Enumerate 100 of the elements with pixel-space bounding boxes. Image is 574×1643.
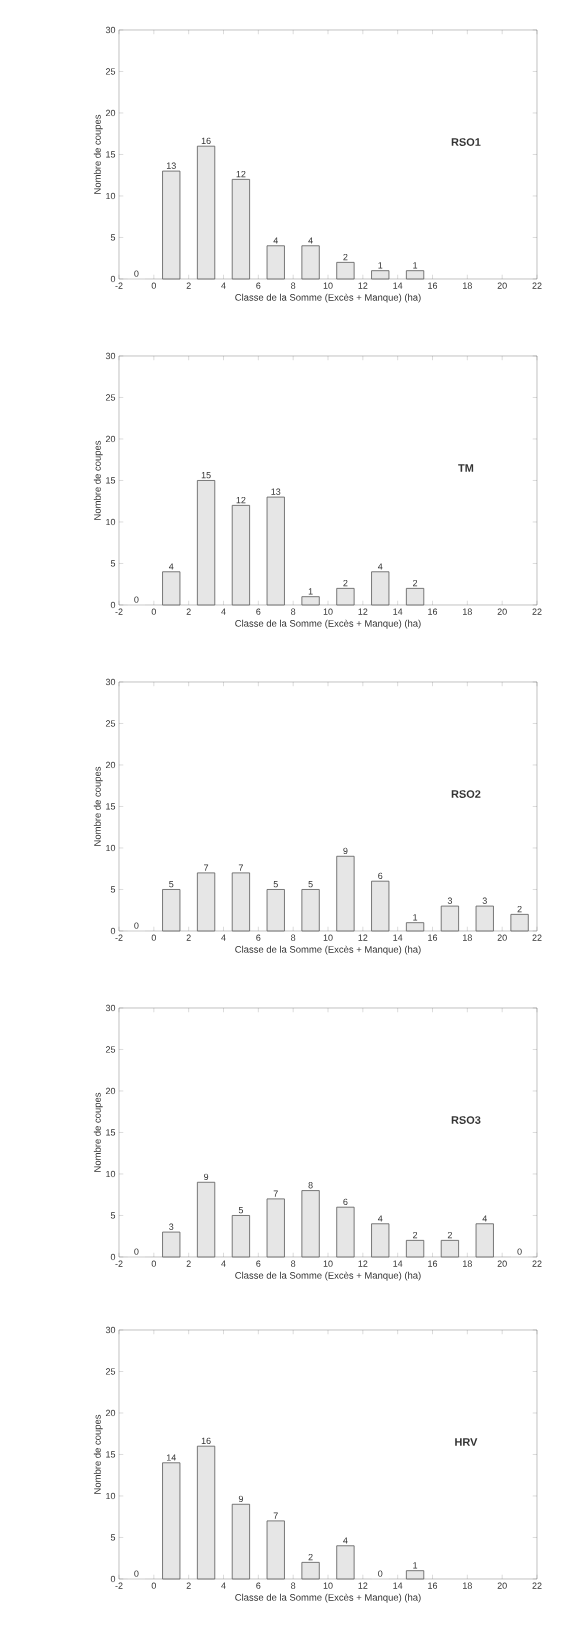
y-tick-label: 25 (105, 68, 116, 75)
y-tick-label: 15 (106, 477, 116, 484)
data-label: 6 (378, 872, 383, 879)
x-axis-title: Classe de la Somme (Excès + Manque) (ha) (235, 1271, 421, 1281)
y-tick-label: 20 (105, 1409, 116, 1417)
x-tick-label: 8 (291, 1582, 296, 1589)
bar (162, 170, 181, 280)
y-tick-label: 25 (105, 1046, 116, 1053)
y-tick-label: 0 (110, 601, 116, 609)
x-tick-label: 6 (256, 282, 261, 289)
bar (371, 1223, 390, 1258)
data-label: 9 (238, 1495, 243, 1503)
bar (336, 587, 355, 606)
x-tick-label: 0 (151, 934, 156, 941)
x-tick-label: 12 (358, 1582, 368, 1589)
x-tick-label: 16 (428, 282, 438, 289)
bar (162, 1462, 181, 1580)
x-tick-label: 4 (221, 1260, 226, 1267)
x-tick-label: 10 (323, 934, 333, 941)
x-tick-label: 4 (221, 282, 226, 289)
text: RSO2 (451, 790, 481, 798)
x-tick-label: 20 (497, 608, 507, 615)
x-tick-label: 2 (186, 1260, 191, 1267)
x-tick-label: 10 (323, 1582, 333, 1589)
data-label: 4 (273, 237, 278, 244)
y-tick-label: 30 (105, 26, 116, 34)
x-axis-title: Classe de la Somme (Excès + Manque) (ha) (235, 945, 421, 955)
y-tick-label: 5 (110, 1534, 116, 1541)
data-label: 12 (236, 496, 246, 504)
y-tick-label: 30 (105, 352, 116, 360)
data-label: 0 (517, 1248, 522, 1255)
data-label: 6 (343, 1198, 348, 1205)
bar (475, 1223, 494, 1258)
y-tick-label: 15 (106, 1451, 116, 1458)
x-tick-label: 0 (151, 608, 156, 615)
text: TM (458, 464, 474, 472)
y-axis-title: Nombre de coupes (93, 1092, 103, 1172)
data-label: 5 (238, 1207, 244, 1214)
y-tick-label: 0 (110, 1575, 116, 1583)
x-tick-label: 14 (393, 934, 403, 941)
data-label: 14 (166, 1454, 176, 1461)
y-tick-label: 20 (105, 1087, 116, 1095)
data-label: 15 (201, 472, 211, 479)
bar (231, 1503, 251, 1580)
y-tick-label: 5 (110, 560, 116, 567)
data-label: 2 (517, 905, 522, 913)
bar (196, 480, 216, 606)
bar (336, 855, 355, 932)
x-tick-label: 8 (291, 1260, 296, 1267)
bar (371, 880, 390, 932)
x-tick-label: 22 (532, 1260, 542, 1267)
y-axis-title: Nombre de coupes (93, 440, 103, 520)
bar (405, 270, 425, 280)
data-label: 1 (308, 588, 313, 595)
y-tick-label: 0 (110, 275, 116, 283)
data-label: 0 (134, 1248, 139, 1255)
bar (405, 1570, 425, 1580)
y-tick-label: 15 (106, 803, 116, 810)
x-tick-label: -2 (115, 1260, 123, 1267)
data-label: 4 (308, 237, 313, 244)
y-tick-label: 15 (106, 151, 116, 158)
x-axis-title: Classe de la Somme (Excès + Manque) (ha) (235, 293, 421, 303)
x-tick-label: 12 (358, 282, 368, 289)
data-label: 7 (273, 1190, 278, 1197)
data-label: 0 (134, 922, 139, 929)
text: RSO3 (451, 1116, 481, 1124)
y-tick-label: 10 (106, 192, 116, 200)
x-tick-label: 2 (186, 282, 191, 289)
y-axis-title: Nombre de coupes (93, 1414, 103, 1494)
bar (371, 270, 390, 280)
data-label: 9 (343, 847, 348, 855)
data-label: 16 (201, 137, 211, 144)
data-label: 1 (413, 262, 418, 269)
bar (301, 1561, 320, 1580)
data-label: 4 (482, 1215, 487, 1222)
x-tick-label: 20 (497, 282, 507, 289)
bar (162, 571, 181, 606)
data-label: 4 (168, 563, 174, 570)
data-label: 8 (308, 1182, 313, 1189)
x-tick-label: 2 (186, 608, 191, 615)
y-axis-title: Nombre de coupes (93, 766, 103, 846)
x-tick-label: 6 (256, 934, 261, 941)
data-label: 2 (343, 253, 348, 261)
x-tick-label: 20 (497, 934, 507, 941)
y-tick-label: 20 (105, 761, 116, 769)
bar (371, 571, 390, 606)
data-label: 2 (413, 579, 418, 587)
x-tick-label: 14 (393, 282, 403, 289)
x-tick-label: -2 (115, 608, 123, 615)
x-tick-label: 6 (256, 1260, 261, 1267)
data-label: 7 (204, 864, 209, 871)
x-tick-label: 20 (497, 1582, 507, 1589)
bar (405, 1239, 425, 1258)
x-tick-label: 18 (463, 608, 472, 615)
x-tick-label: 8 (291, 282, 296, 289)
y-tick-label: 10 (106, 1170, 116, 1178)
data-label: 7 (238, 864, 243, 871)
bar (266, 1198, 285, 1258)
data-label: 5 (273, 881, 278, 888)
y-tick-label: 30 (105, 1326, 116, 1334)
